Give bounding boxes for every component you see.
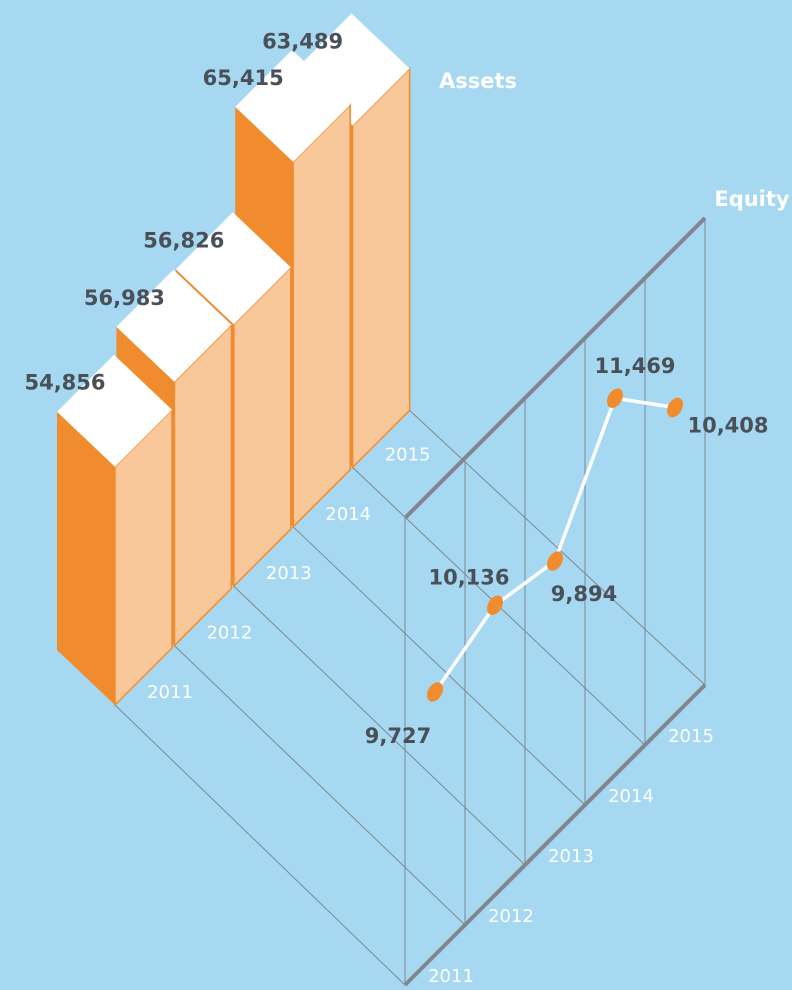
year-label: 2014	[608, 786, 654, 807]
bar-right-face	[351, 66, 411, 470]
year-label: 2011	[428, 966, 474, 987]
bar-top	[235, 49, 351, 162]
year-label: 2015	[385, 444, 431, 465]
value-label: 10,408	[687, 413, 768, 437]
assets-title: Assets	[439, 69, 517, 93]
value-label: 56,983	[84, 286, 165, 310]
value-label: 63,489	[262, 30, 343, 54]
equity-point	[546, 551, 564, 571]
floor-line	[114, 704, 406, 986]
equity-point	[666, 397, 684, 418]
floor-line	[292, 526, 586, 806]
year-label: 2014	[325, 504, 371, 525]
value-label: 9,894	[551, 582, 617, 606]
equity-point	[426, 682, 444, 702]
value-label: 65,415	[203, 66, 284, 90]
year-label: 2013	[266, 563, 312, 584]
year-label: 2015	[668, 726, 714, 747]
year-label: 2013	[548, 846, 594, 867]
value-label: 11,469	[594, 354, 675, 378]
floor-line	[174, 645, 466, 926]
bar-top	[175, 212, 291, 325]
equity-point	[486, 595, 504, 616]
floor-line	[233, 585, 526, 866]
value-label: 54,856	[24, 371, 105, 395]
wall-bottom	[403, 683, 707, 987]
bar-top	[57, 354, 172, 467]
wall-top	[403, 216, 707, 520]
bar-top	[116, 269, 232, 382]
bar-right-face	[292, 103, 351, 529]
year-label: 2012	[206, 623, 252, 644]
value-label: 10,136	[428, 565, 509, 589]
value-label: 56,826	[143, 228, 224, 252]
equity-title: Equity	[714, 187, 790, 211]
floor-line	[409, 410, 706, 686]
year-label: 2012	[488, 906, 534, 927]
bar	[57, 354, 173, 707]
equity-point	[606, 388, 624, 408]
year-label: 2011	[147, 682, 193, 703]
value-label: 9,727	[365, 724, 431, 748]
bar-left-face	[57, 411, 115, 705]
